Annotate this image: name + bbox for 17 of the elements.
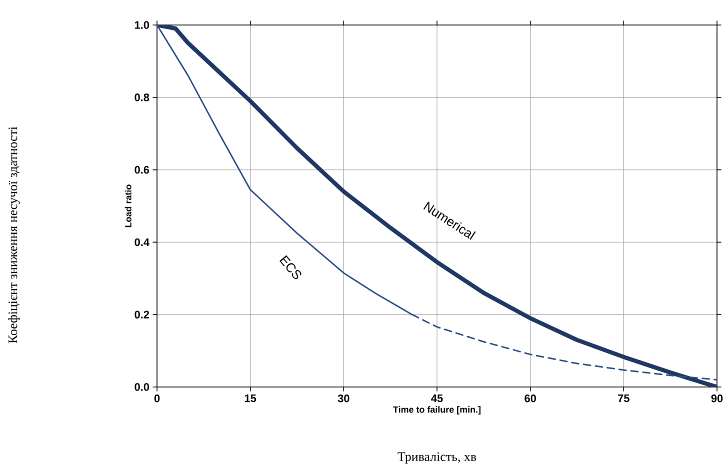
y-tick-label: 1.0 [134, 21, 150, 29]
y-axis-title: Load ratio [124, 184, 132, 228]
x-tick-label: 90 [711, 394, 723, 402]
y-tick-label: 0.0 [134, 383, 150, 391]
x-tick-label: 30 [338, 394, 350, 402]
text: Коефіцієнт зниження несучої здатності [8, 126, 20, 344]
x-tick-label: 15 [244, 394, 256, 402]
text: Тривалість, хв [398, 452, 476, 464]
x-tick-label: 60 [524, 394, 536, 402]
x-axis-title: Time to failure [min.] [393, 406, 481, 414]
y-tick-label: 0.2 [134, 310, 150, 318]
y-tick-label: 0.8 [134, 94, 150, 102]
x-tick-label: 0 [154, 394, 160, 402]
x-tick-label: 45 [431, 394, 443, 402]
x-tick-label: 75 [618, 394, 630, 402]
y-tick-label: 0.6 [134, 166, 150, 174]
y-tick-label: 0.4 [134, 238, 150, 246]
